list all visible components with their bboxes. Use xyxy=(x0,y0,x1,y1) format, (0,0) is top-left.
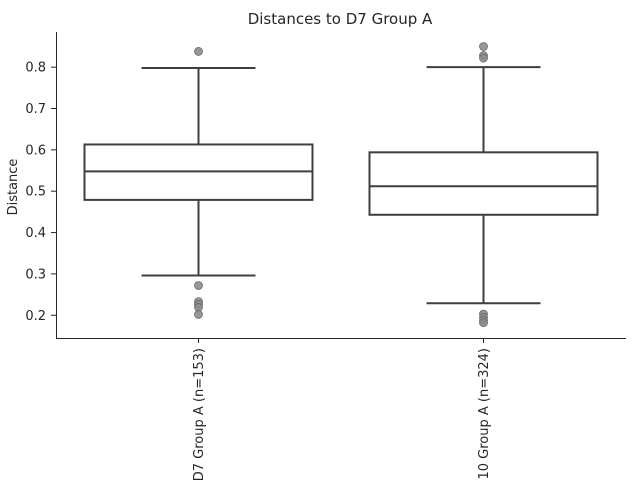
y-tick-label: 0.3 xyxy=(25,267,46,282)
outlier-point xyxy=(479,53,488,63)
y-axis-label: Distance xyxy=(6,159,21,216)
y-tick-label: 0.6 xyxy=(25,143,46,158)
box-group xyxy=(368,42,599,328)
outlier-point xyxy=(479,318,488,328)
outlier-point xyxy=(194,47,203,56)
box-plots xyxy=(83,42,599,328)
y-tick-label: 0.7 xyxy=(25,102,46,117)
box-group xyxy=(83,47,314,319)
y-tick-label: 0.8 xyxy=(25,61,46,76)
y-tick-label: 0.5 xyxy=(25,185,46,200)
x-tick-label: D7 Group A (n=153) xyxy=(192,348,207,480)
outlier-point xyxy=(194,310,203,319)
outlier-point xyxy=(194,281,203,290)
x-axis: D7 Group A (n=153) D10 Group A (n=324) xyxy=(192,339,492,480)
outlier-point xyxy=(479,42,488,51)
x-tick-label: D10 Group A (n=324) xyxy=(477,348,492,480)
y-axis: 0.2 0.3 0.4 0.5 0.6 0.7 0.8 xyxy=(25,61,56,324)
chart-title: Distances to D7 Group A xyxy=(248,10,433,28)
y-tick-label: 0.2 xyxy=(25,309,46,324)
y-tick-label: 0.4 xyxy=(25,226,46,241)
box-iqr xyxy=(368,151,599,216)
